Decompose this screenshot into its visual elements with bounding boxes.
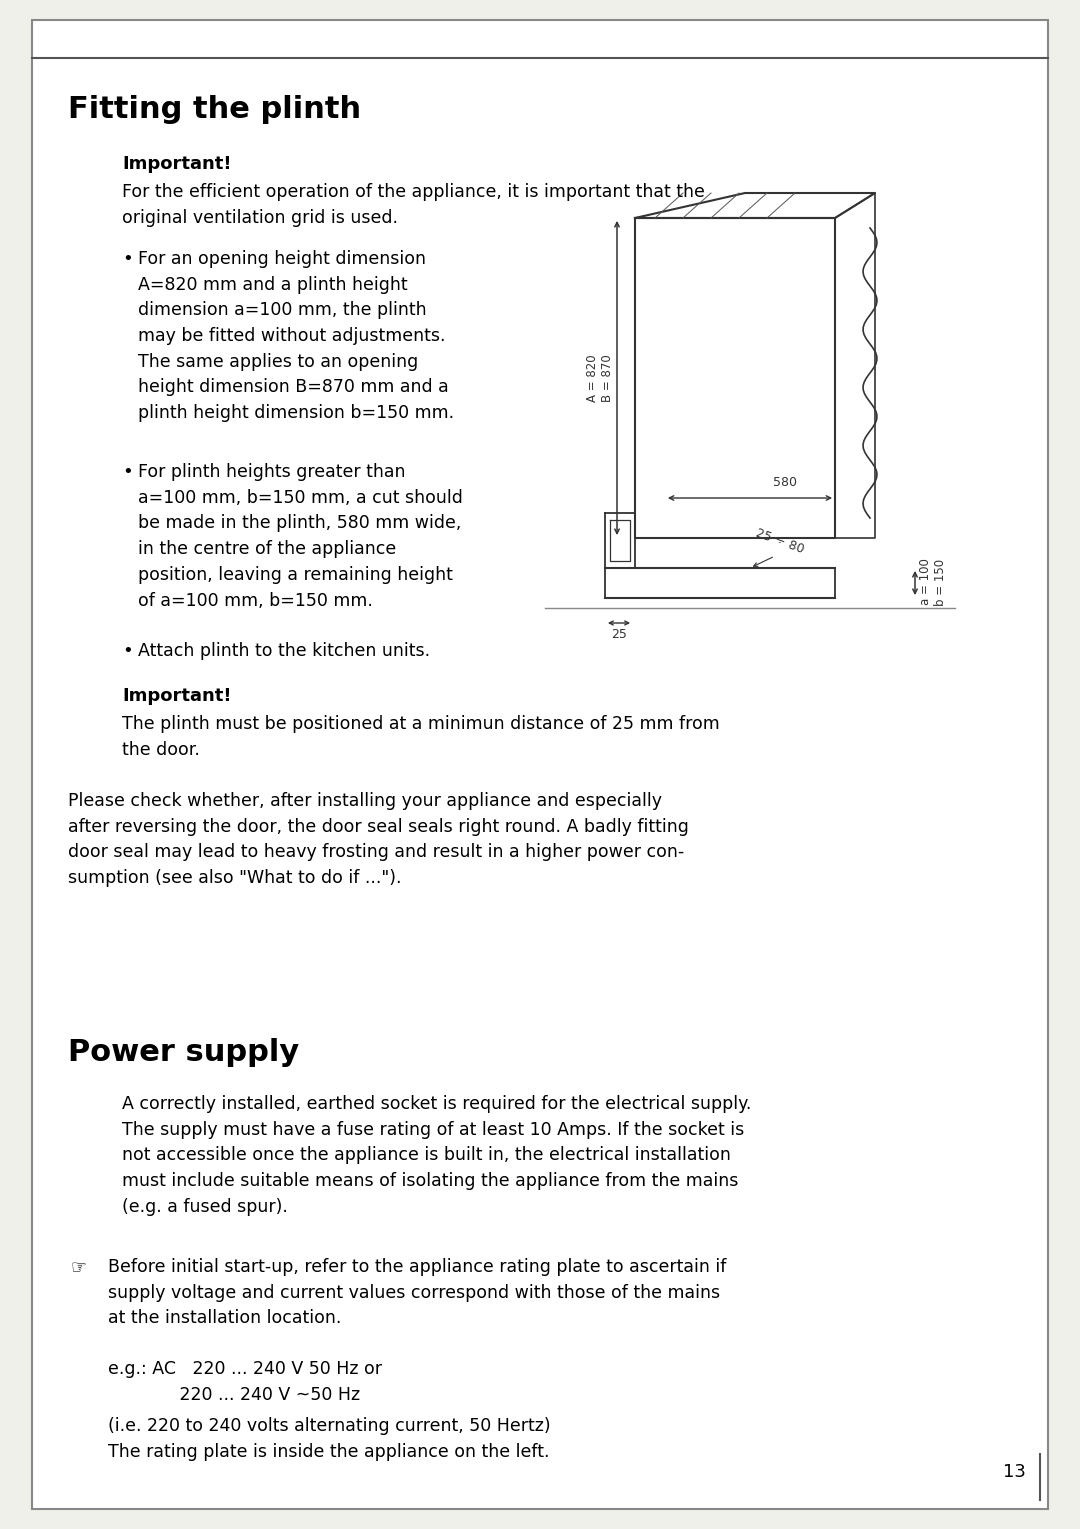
Text: Important!: Important! — [122, 154, 231, 173]
Text: Before initial start-up, refer to the appliance rating plate to ascertain if
sup: Before initial start-up, refer to the ap… — [108, 1258, 727, 1327]
Text: Power supply: Power supply — [68, 1038, 299, 1067]
Text: ☞: ☞ — [70, 1258, 86, 1277]
Text: A correctly installed, earthed socket is required for the electrical supply.
The: A correctly installed, earthed socket is… — [122, 1095, 752, 1216]
Text: 580: 580 — [773, 476, 797, 489]
Text: •: • — [122, 251, 133, 268]
Text: Fitting the plinth: Fitting the plinth — [68, 95, 361, 124]
Text: The plinth must be positioned at a minimun distance of 25 mm from
the door.: The plinth must be positioned at a minim… — [122, 716, 719, 758]
Text: 13: 13 — [1003, 1463, 1026, 1482]
Text: Important!: Important! — [122, 687, 231, 705]
Text: (i.e. 220 to 240 volts alternating current, 50 Hertz)
The rating plate is inside: (i.e. 220 to 240 volts alternating curre… — [108, 1417, 551, 1460]
Text: For the efficient operation of the appliance, it is important that the
original : For the efficient operation of the appli… — [122, 183, 705, 226]
Text: e.g.: AC   220 ... 240 V 50 Hz or
             220 ... 240 V ~50 Hz: e.g.: AC 220 ... 240 V 50 Hz or 220 ... … — [108, 1359, 382, 1404]
Text: Please check whether, after installing your appliance and especially
after rever: Please check whether, after installing y… — [68, 792, 689, 887]
Text: a = 100
b = 150: a = 100 b = 150 — [919, 558, 947, 605]
FancyBboxPatch shape — [32, 20, 1048, 1509]
Text: 25 ÷ 80: 25 ÷ 80 — [754, 526, 806, 557]
Text: For plinth heights greater than
a=100 mm, b=150 mm, a cut should
be made in the : For plinth heights greater than a=100 mm… — [138, 463, 463, 610]
Text: •: • — [122, 642, 133, 661]
Text: Attach plinth to the kitchen units.: Attach plinth to the kitchen units. — [138, 642, 430, 661]
Text: 25: 25 — [611, 628, 626, 641]
Text: A = 820
B = 870: A = 820 B = 870 — [586, 355, 615, 402]
Text: For an opening height dimension
A=820 mm and a plinth height
dimension a=100 mm,: For an opening height dimension A=820 mm… — [138, 251, 454, 422]
Text: •: • — [122, 463, 133, 482]
